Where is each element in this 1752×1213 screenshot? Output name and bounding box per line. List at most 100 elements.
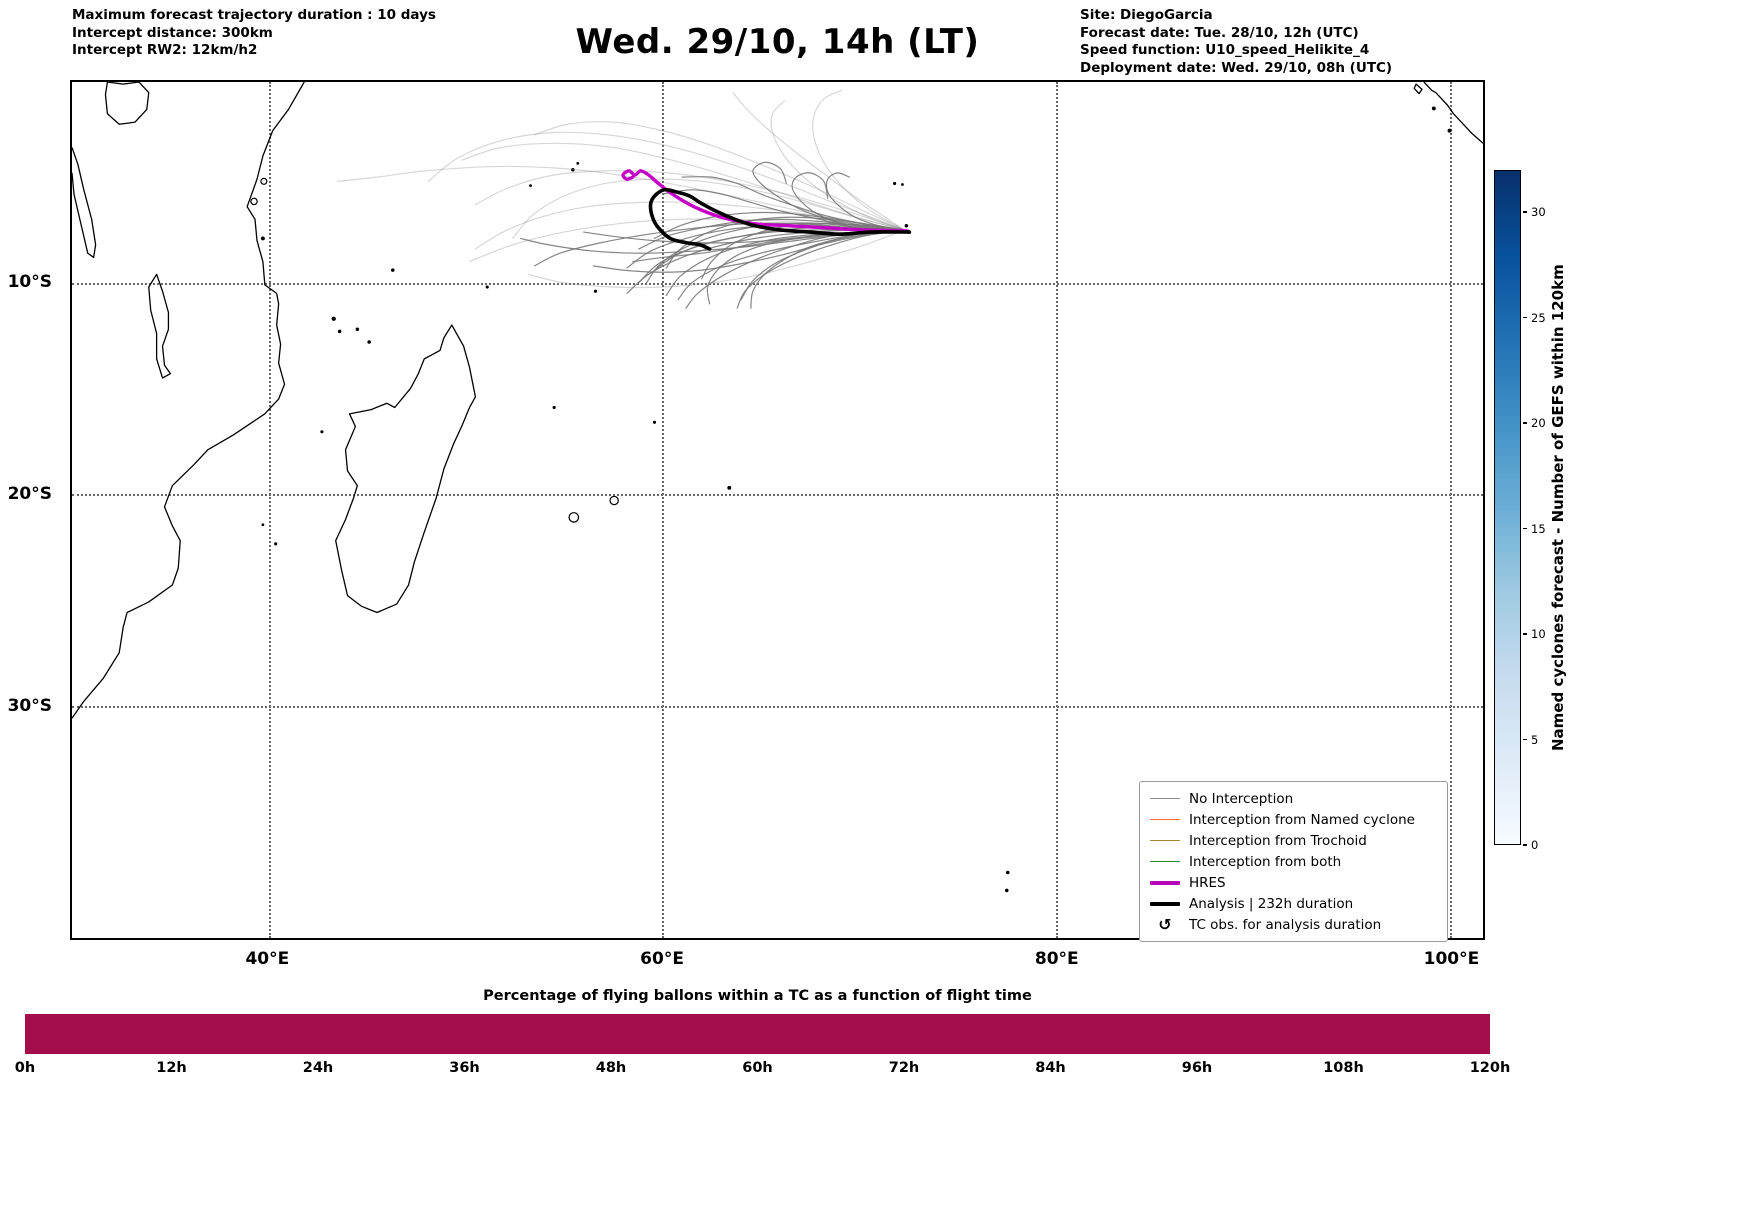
coastline-lake-tanganyika bbox=[72, 148, 96, 258]
island-chagos-peros bbox=[893, 181, 897, 186]
trajectory-gefs-faint bbox=[771, 101, 904, 230]
island-farquhar bbox=[485, 285, 489, 289]
legend-line-icon bbox=[1150, 797, 1180, 800]
colorbar-tick: 30 bbox=[1523, 204, 1546, 220]
island-tromelin bbox=[552, 405, 556, 410]
coastline-lake-victoria bbox=[105, 82, 148, 124]
colorbar-tick: 10 bbox=[1523, 626, 1546, 642]
island-mauritius bbox=[610, 496, 618, 504]
map-canvas bbox=[72, 82, 1483, 893]
trajectory-analysis bbox=[651, 190, 910, 249]
bottom-xtick-label: 60h bbox=[742, 1060, 773, 1076]
colorbar-tick: 20 bbox=[1523, 415, 1546, 431]
figure-title: Wed. 29/10, 14h (LT) bbox=[575, 22, 980, 62]
trajectory-gefs-faint bbox=[534, 122, 904, 230]
trajectory-gefs-no-interception bbox=[826, 173, 904, 230]
legend-box: No Interception Interception from Named c… bbox=[1139, 781, 1448, 942]
gridline-parallel bbox=[72, 705, 1483, 708]
header-info-line: Intercept distance: 300km bbox=[72, 24, 273, 41]
header-right-info: Site: DiegoGarcia Forecast date: Tue. 28/… bbox=[1080, 7, 1392, 77]
bottom-xtick-label: 72h bbox=[888, 1060, 920, 1076]
map-x-axis: 40°E 60°E 80°E 100°E bbox=[70, 949, 1485, 973]
trajectory-gefs-no-interception bbox=[639, 219, 905, 249]
trajectory-gefs-faint bbox=[513, 179, 905, 238]
bottom-xtick-label: 24h bbox=[302, 1060, 334, 1076]
map-ytick-label: 30°S bbox=[7, 696, 52, 717]
colorbar-tick: 5 bbox=[1523, 732, 1538, 748]
island-zanzibar bbox=[251, 198, 257, 204]
bottom-xtick-label: 48h bbox=[595, 1060, 627, 1076]
island-aldabra bbox=[391, 268, 395, 272]
legend-item: Interception from Named cyclone bbox=[1150, 809, 1437, 830]
header-info-line: Forecast date: Tue. 28/10, 12h (UTC) bbox=[1080, 24, 1359, 41]
colorbar-tick-mark bbox=[1523, 316, 1527, 319]
bottom-xtick-label: 96h bbox=[1181, 1060, 1213, 1076]
coastline-sumatra-west-coast bbox=[1424, 82, 1483, 143]
trajectory-gefs-no-interception bbox=[666, 217, 904, 268]
bottom-xtick-label: 12h bbox=[156, 1060, 187, 1076]
header-info-line: Site: DiegoGarcia bbox=[1080, 7, 1213, 23]
legend-line-icon bbox=[1150, 839, 1180, 842]
island-comoros-moheli bbox=[337, 329, 342, 334]
bottom-xtick-label: 120h bbox=[1469, 1060, 1511, 1076]
colorbar-tick-mark bbox=[1523, 633, 1527, 635]
island-bassas-da-india bbox=[261, 523, 265, 527]
colorbar-tick-mark bbox=[1523, 738, 1527, 741]
legend-label: Analysis | 232h duration bbox=[1189, 895, 1354, 912]
gridline-parallel bbox=[72, 494, 1483, 497]
island-amirantes bbox=[529, 184, 532, 187]
legend-item: HRES bbox=[1150, 872, 1437, 893]
colorbar-tick-mark bbox=[1523, 422, 1527, 424]
island-st-paul bbox=[1004, 888, 1009, 893]
island-juan-de-nova bbox=[320, 430, 324, 434]
trajectory-gefs-no-interception bbox=[593, 230, 904, 272]
header-info-line: Deployment date: Wed. 29/10, 08h (UTC) bbox=[1080, 59, 1393, 76]
legend-line-icon bbox=[1150, 901, 1180, 906]
legend-label: Interception from Named cyclone bbox=[1189, 811, 1415, 828]
tc-obs-marker-icon: ↺ bbox=[1158, 915, 1172, 934]
island-chagos-salomon bbox=[901, 183, 904, 186]
trajectory-gefs-faint bbox=[462, 143, 905, 230]
legend-item: No Interception bbox=[1150, 788, 1437, 809]
legend-item: Interception from Trochoid bbox=[1150, 830, 1437, 851]
island-seychelles-praslin bbox=[576, 161, 580, 165]
island-mentawai-2 bbox=[1447, 128, 1452, 133]
bottom-xtick-label: 36h bbox=[449, 1060, 480, 1076]
colorbar-tick: 0 bbox=[1523, 837, 1538, 853]
header-info-line: Maximum forecast trajectory duration : 1… bbox=[72, 7, 436, 23]
island-europa bbox=[274, 542, 278, 546]
colorbar-tick: 25 bbox=[1523, 310, 1546, 326]
island-reunion bbox=[569, 513, 578, 522]
trajectory-gefs-no-interception bbox=[678, 230, 904, 300]
island-rodrigues bbox=[727, 485, 732, 490]
trajectory-gefs-faint bbox=[475, 171, 904, 230]
island-seychelles-mahe bbox=[571, 167, 575, 172]
trajectory-gefs-faint bbox=[428, 132, 904, 230]
trajectory-gefs-no-interception bbox=[647, 223, 905, 283]
percentage-bar bbox=[25, 1014, 1490, 1054]
colorbar-tick-label: 20 bbox=[1531, 416, 1546, 431]
header-left-info: Maximum forecast trajectory duration : 1… bbox=[72, 7, 436, 60]
colorbar-tick-label: 5 bbox=[1531, 732, 1539, 747]
map-y-axis: 10°S 20°S 30°S bbox=[0, 80, 60, 940]
map-xtick-label: 100°E bbox=[1423, 949, 1480, 969]
bottom-xtick-label: 108h bbox=[1323, 1060, 1364, 1076]
legend-line-icon bbox=[1150, 880, 1180, 885]
island-st-brandon bbox=[652, 420, 657, 424]
colorbar-ticks: 0 5 10 15 20 25 30 bbox=[1523, 170, 1568, 852]
map-xtick-label: 40°E bbox=[245, 949, 290, 969]
island-mafia bbox=[260, 236, 265, 241]
bottom-chart-title: Percentage of flying ballons within a TC… bbox=[483, 988, 1032, 1004]
gridline-meridian bbox=[1449, 82, 1452, 938]
legend-item: ↺ TC obs. for analysis duration bbox=[1150, 914, 1437, 935]
map-xtick-label: 80°E bbox=[1034, 949, 1079, 969]
island-mayotte bbox=[367, 340, 371, 344]
gridline-meridian bbox=[1055, 82, 1058, 938]
island-amsterdam bbox=[1005, 870, 1010, 875]
colorbar-tick-label: 15 bbox=[1531, 521, 1546, 536]
coastline-lake-malawi bbox=[149, 274, 171, 378]
trajectory-gefs-no-interception bbox=[655, 213, 905, 239]
island-comoros-anjouan bbox=[355, 327, 360, 332]
trajectory-gefs-faint bbox=[338, 166, 905, 229]
colorbar-tick-mark bbox=[1523, 527, 1527, 530]
